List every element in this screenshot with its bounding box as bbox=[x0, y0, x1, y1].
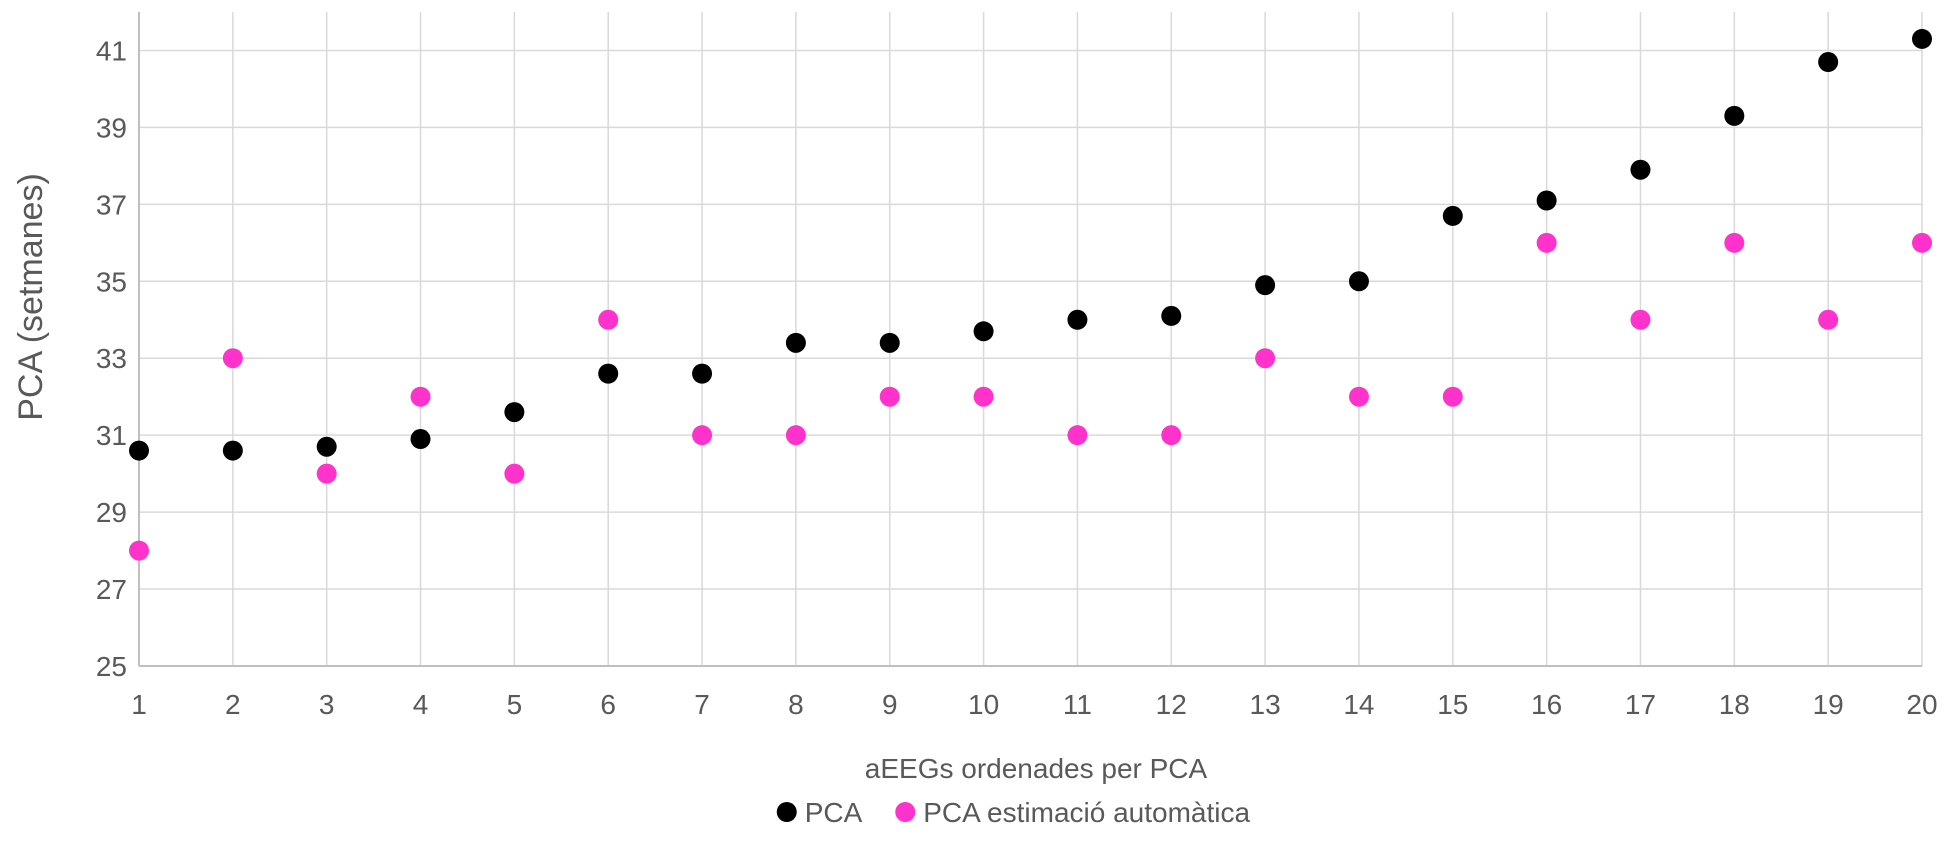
x-tick-label: 20 bbox=[1906, 689, 1937, 720]
x-tick-label: 13 bbox=[1250, 689, 1281, 720]
data-point bbox=[692, 363, 713, 384]
data-point bbox=[1630, 309, 1651, 330]
x-tick-label: 11 bbox=[1063, 689, 1092, 720]
legend-label: PCA estimació automàtica bbox=[923, 797, 1250, 828]
data-point bbox=[1536, 232, 1557, 253]
data-point bbox=[1912, 28, 1932, 49]
legend-item: PCA bbox=[776, 797, 863, 828]
y-tick-label: 27 bbox=[96, 574, 127, 605]
x-tick-label: 16 bbox=[1531, 689, 1562, 720]
data-point bbox=[410, 386, 431, 407]
data-point bbox=[1912, 232, 1932, 253]
data-point bbox=[1161, 305, 1182, 326]
legend-marker bbox=[776, 802, 797, 822]
data-point bbox=[129, 440, 149, 461]
data-point bbox=[1067, 425, 1088, 446]
series-2 bbox=[129, 232, 1932, 561]
data-point bbox=[1818, 309, 1839, 330]
data-point bbox=[410, 429, 431, 450]
y-tick-label: 31 bbox=[96, 420, 127, 451]
x-tick-label: 15 bbox=[1437, 689, 1468, 720]
series-1 bbox=[129, 28, 1932, 461]
x-tick-label: 2 bbox=[225, 689, 241, 720]
data-point bbox=[1630, 159, 1651, 180]
x-tick-label: 9 bbox=[882, 689, 898, 720]
y-tick-label: 41 bbox=[96, 35, 127, 66]
y-tick-labels: 25 27 29 31 33 35 37 39 41 bbox=[96, 35, 127, 682]
data-point bbox=[598, 309, 619, 330]
x-tick-label: 17 bbox=[1625, 689, 1656, 720]
data-point bbox=[504, 463, 525, 484]
x-axis-title: aEEGs ordenades per PCA bbox=[865, 753, 1208, 784]
data-point bbox=[1442, 386, 1463, 407]
data-point bbox=[1255, 348, 1276, 369]
y-tick-label: 29 bbox=[96, 497, 127, 528]
data-point bbox=[692, 425, 713, 446]
x-tick-label: 18 bbox=[1719, 689, 1750, 720]
x-tick-label: 12 bbox=[1156, 689, 1187, 720]
data-point bbox=[222, 348, 243, 369]
data-point bbox=[973, 321, 994, 342]
grid bbox=[138, 12, 1923, 666]
y-tick-label: 35 bbox=[96, 266, 127, 297]
legend-marker bbox=[895, 802, 916, 822]
x-tick-label: 5 bbox=[507, 689, 523, 720]
data-point bbox=[1724, 105, 1745, 126]
data-point bbox=[973, 386, 994, 407]
x-tick-label: 3 bbox=[319, 689, 335, 720]
data-series bbox=[129, 28, 1932, 561]
data-point bbox=[1724, 232, 1745, 253]
data-point bbox=[879, 332, 900, 353]
y-tick-label: 33 bbox=[96, 343, 127, 374]
axes bbox=[138, 12, 1922, 667]
data-point bbox=[1442, 205, 1463, 226]
data-point bbox=[222, 440, 243, 461]
data-point bbox=[316, 436, 337, 457]
legend: PCA PCA estimació automàtica bbox=[776, 797, 1250, 828]
data-point bbox=[504, 402, 525, 423]
y-tick-label: 25 bbox=[96, 651, 127, 682]
data-point bbox=[1818, 52, 1839, 73]
x-tick-labels: 1 2 3 4 5 6 7 8 9 10 11 12 13 14 15 16 17 18 19 20 bbox=[131, 689, 1937, 720]
data-point bbox=[1348, 386, 1369, 407]
legend-item: PCA estimació automàtica bbox=[895, 797, 1250, 828]
x-tick-label: 6 bbox=[600, 689, 616, 720]
data-point bbox=[1255, 275, 1276, 296]
x-tick-label: 14 bbox=[1343, 689, 1374, 720]
x-tick-label: 4 bbox=[413, 689, 429, 720]
data-point bbox=[598, 363, 619, 384]
x-tick-label: 7 bbox=[694, 689, 710, 720]
y-tick-label: 37 bbox=[96, 189, 127, 220]
data-point bbox=[785, 425, 806, 446]
data-point bbox=[1067, 309, 1088, 330]
x-tick-label: 10 bbox=[968, 689, 999, 720]
data-point bbox=[1348, 271, 1369, 292]
data-point bbox=[316, 463, 337, 484]
y-axis-title: PCA (setmanes) bbox=[12, 173, 50, 421]
y-tick-label: 39 bbox=[96, 112, 127, 143]
data-point bbox=[879, 386, 900, 407]
data-point bbox=[785, 332, 806, 353]
x-tick-label: 8 bbox=[788, 689, 804, 720]
x-tick-label: 19 bbox=[1813, 689, 1844, 720]
data-point bbox=[129, 540, 149, 561]
legend-label: PCA bbox=[805, 797, 863, 828]
data-point bbox=[1161, 425, 1182, 446]
x-tick-label: 1 bbox=[131, 689, 147, 720]
data-point bbox=[1536, 190, 1557, 211]
